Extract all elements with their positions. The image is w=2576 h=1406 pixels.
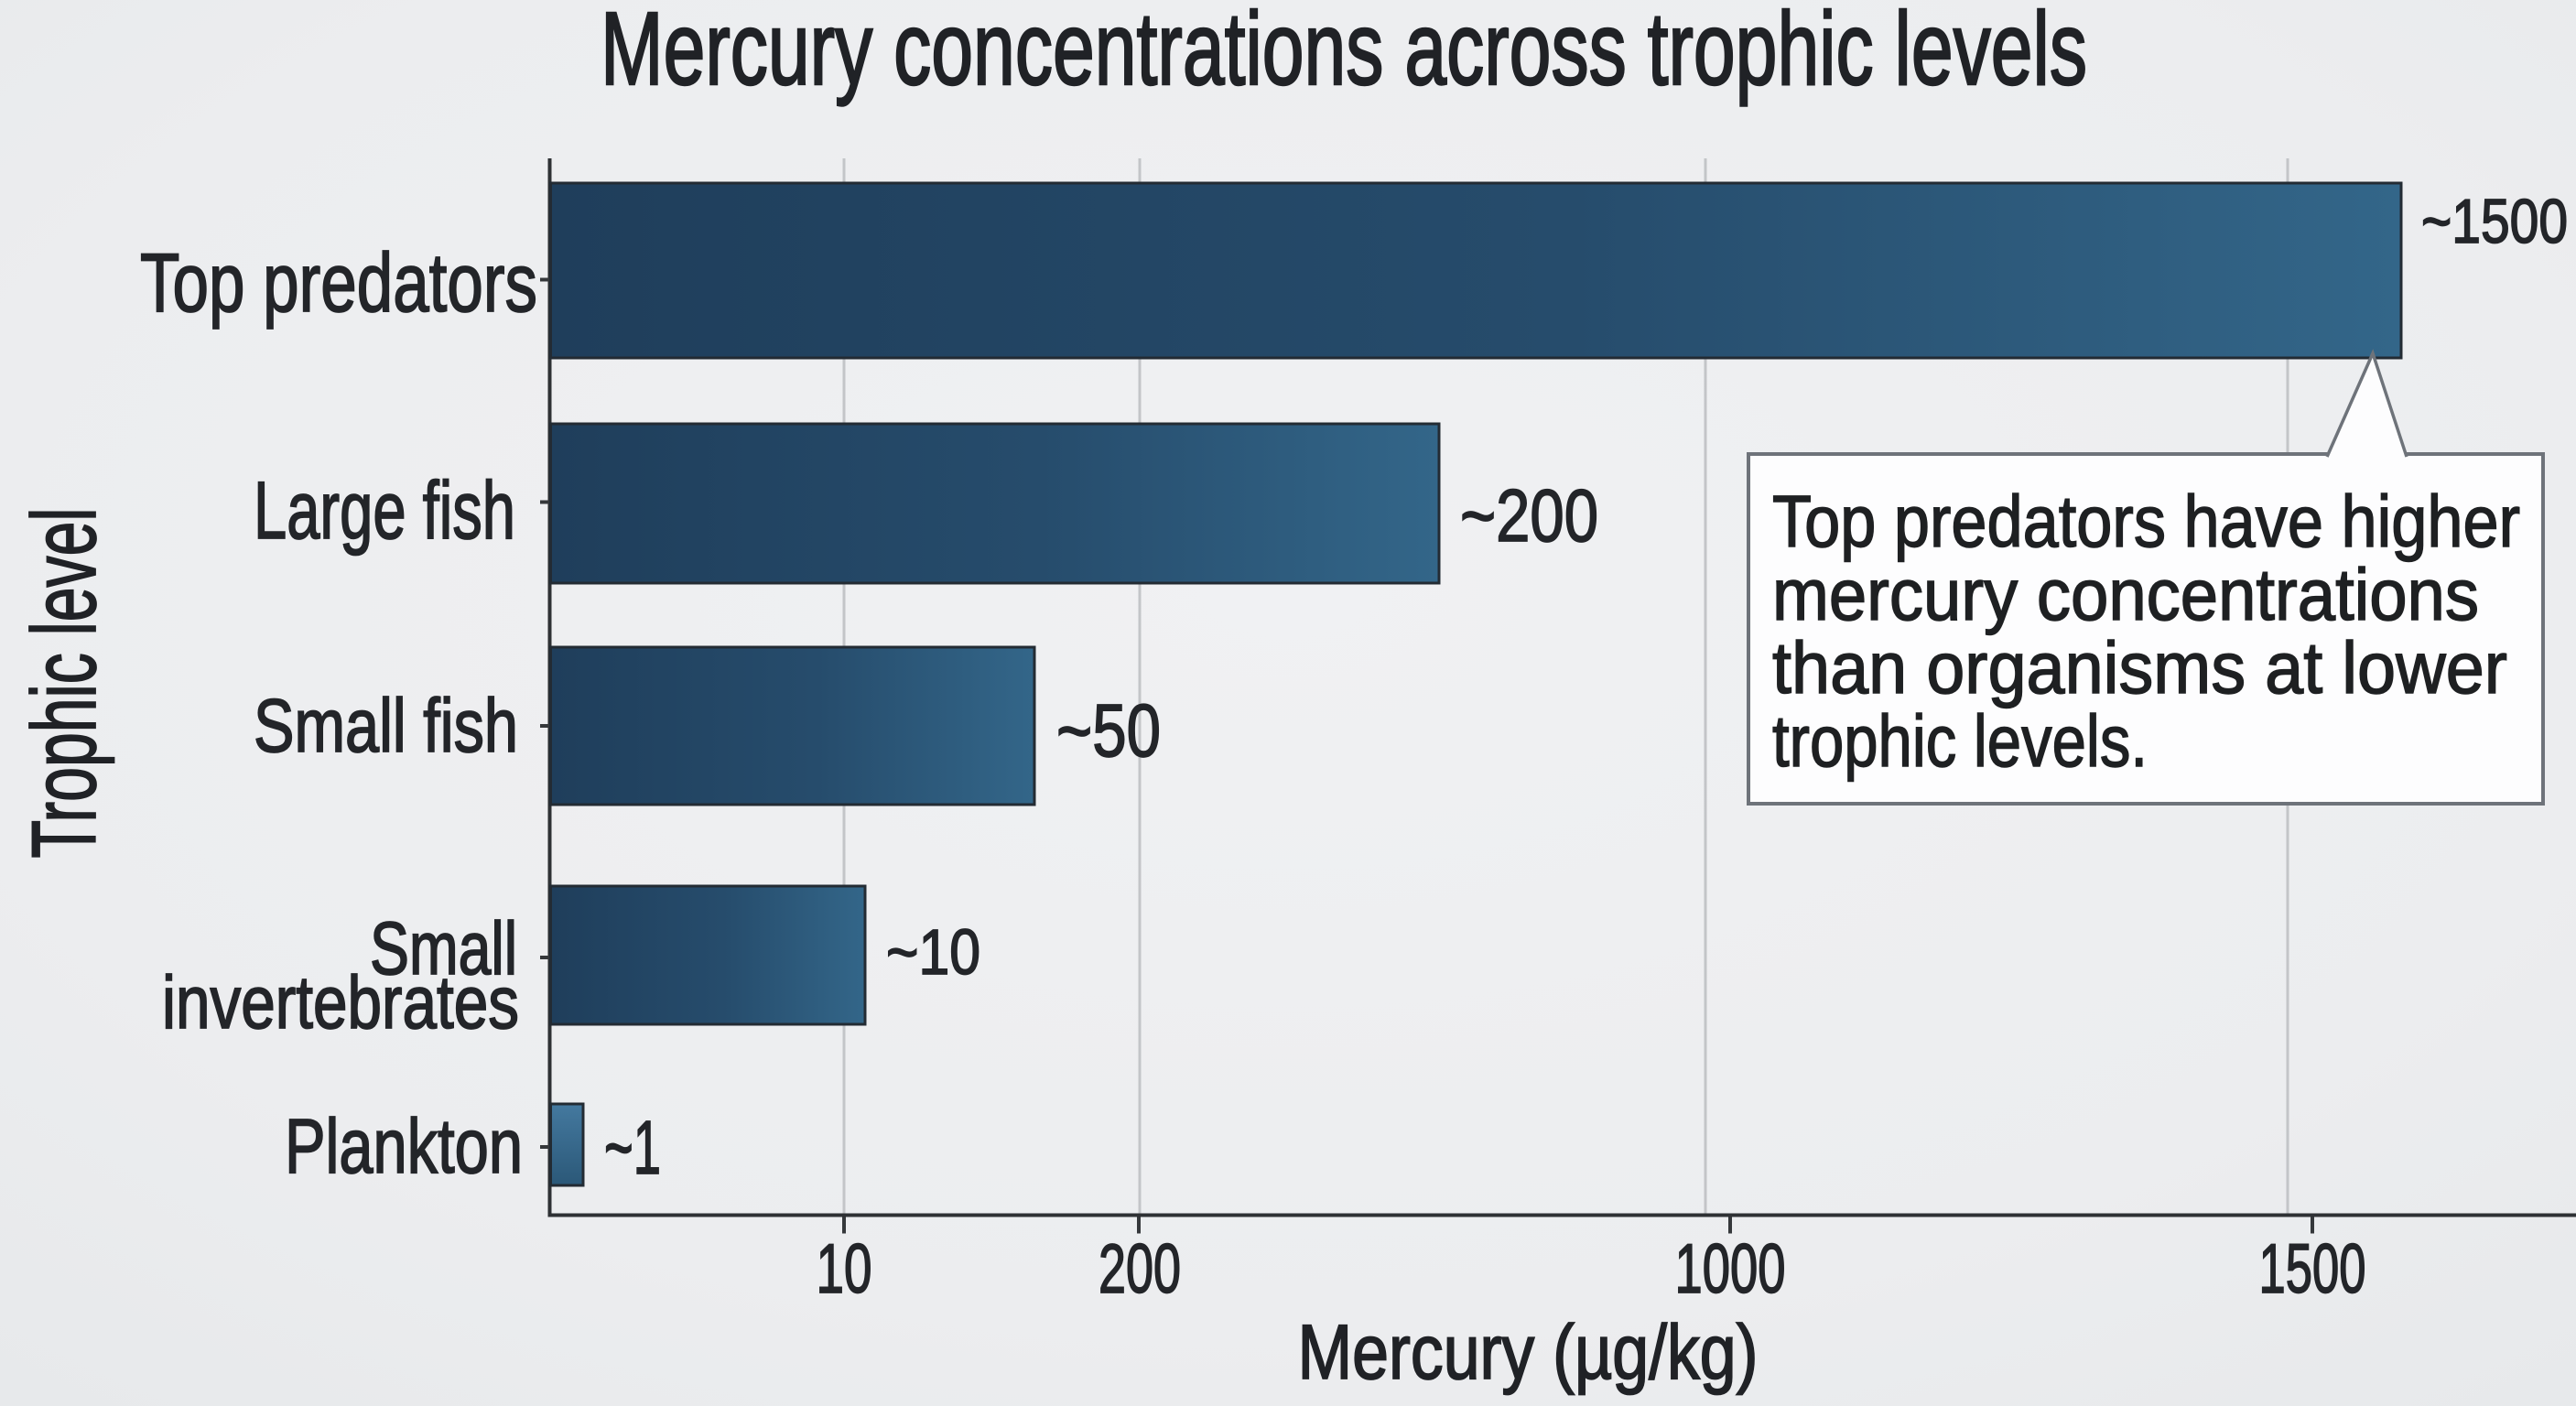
svg-text:Top predators: Top predators [140, 237, 537, 330]
svg-text:Top predators have higher: Top predators have higher [1772, 481, 2520, 562]
svg-text:invertebrates: invertebrates [162, 961, 519, 1044]
svg-text:~1: ~1 [604, 1105, 661, 1190]
svg-text:1500: 1500 [2259, 1230, 2366, 1308]
svg-text:Small fish: Small fish [254, 683, 518, 768]
svg-text:trophic levels.: trophic levels. [1772, 700, 2148, 782]
svg-text:10: 10 [817, 1230, 872, 1308]
svg-text:than organisms at lower: than organisms at lower [1772, 627, 2507, 708]
svg-text:Plankton: Plankton [285, 1103, 523, 1189]
svg-text:Trophic level: Trophic level [13, 508, 114, 859]
svg-text:~1500: ~1500 [2421, 187, 2568, 256]
svg-text:mercury concentrations: mercury concentrations [1772, 554, 2479, 635]
svg-text:Mercury concentrations across: Mercury concentrations across trophic le… [601, 0, 2087, 106]
svg-text:~50: ~50 [1056, 689, 1161, 773]
svg-text:Large fish: Large fish [254, 464, 515, 556]
svg-text:Small: Small [370, 907, 517, 990]
svg-text:Mercury (µg/kg): Mercury (µg/kg) [1298, 1309, 1759, 1395]
svg-text:~10: ~10 [886, 916, 980, 988]
svg-text:1000: 1000 [1675, 1230, 1786, 1308]
svg-text:200: 200 [1099, 1230, 1181, 1308]
svg-text:~200: ~200 [1460, 475, 1598, 557]
